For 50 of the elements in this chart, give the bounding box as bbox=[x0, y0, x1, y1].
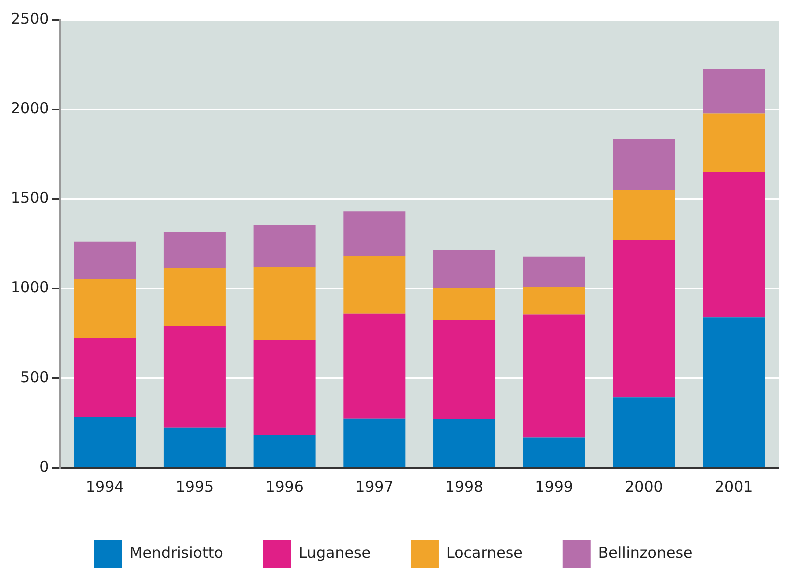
x-tick-label: 2000 bbox=[625, 478, 664, 496]
x-tick-label: 1996 bbox=[266, 478, 304, 496]
x-tick-label: 1997 bbox=[356, 478, 394, 496]
bar bbox=[344, 256, 406, 314]
bar bbox=[344, 314, 406, 419]
bar bbox=[74, 417, 136, 468]
legend-label: Locarnese bbox=[446, 544, 523, 562]
bar bbox=[74, 242, 136, 280]
bar bbox=[254, 225, 316, 268]
bar bbox=[434, 320, 496, 420]
bar bbox=[74, 279, 136, 338]
x-tick-label: 1994 bbox=[86, 478, 124, 496]
bar bbox=[523, 287, 586, 315]
bar bbox=[703, 114, 766, 172]
bar bbox=[254, 267, 316, 340]
bar bbox=[613, 190, 676, 240]
bar bbox=[254, 435, 316, 468]
bar bbox=[74, 338, 136, 418]
x-tick-label: 1998 bbox=[445, 478, 484, 496]
bar bbox=[434, 250, 496, 288]
bar bbox=[523, 314, 586, 438]
bar bbox=[164, 268, 226, 326]
bar bbox=[613, 398, 676, 468]
x-tick-label: 1995 bbox=[176, 478, 214, 496]
bar bbox=[344, 212, 406, 256]
bar bbox=[523, 438, 586, 468]
y-tick-label: 2000 bbox=[10, 99, 50, 118]
bar bbox=[344, 418, 406, 468]
bar bbox=[613, 139, 676, 190]
bar bbox=[523, 256, 586, 288]
bar bbox=[164, 326, 226, 428]
bar bbox=[434, 288, 496, 320]
y-tick-label: 500 bbox=[20, 368, 50, 386]
bar bbox=[254, 340, 316, 436]
x-tick-label: 1999 bbox=[535, 478, 574, 496]
x-tick-label: 2001 bbox=[714, 478, 754, 496]
bar bbox=[703, 69, 766, 114]
bar bbox=[703, 318, 766, 468]
y-tick-label: 1000 bbox=[10, 278, 50, 297]
bar bbox=[164, 232, 226, 269]
y-tick-label: 1500 bbox=[10, 189, 50, 208]
legend-label: Mendrisiotto bbox=[130, 544, 224, 562]
y-tick-label: 0 bbox=[40, 458, 50, 476]
bar bbox=[434, 419, 496, 468]
legend-label: Bellinzonese bbox=[598, 544, 693, 562]
bar bbox=[703, 172, 766, 318]
y-tick-label: 2500 bbox=[10, 10, 50, 28]
bar bbox=[613, 240, 676, 398]
legend-label: Luganese bbox=[298, 544, 371, 562]
bar bbox=[164, 428, 226, 468]
